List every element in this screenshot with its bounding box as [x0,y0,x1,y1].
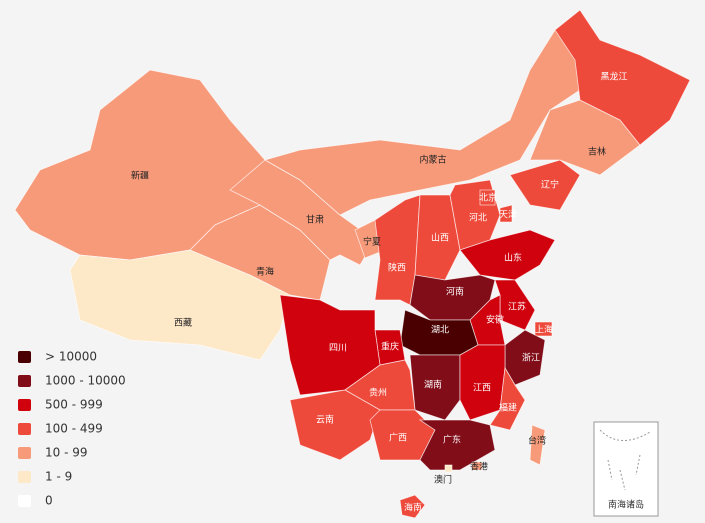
legend-label: 1 - 9 [45,470,72,484]
region-label: 云南 [316,414,334,426]
south-sea-inset: 南海诸岛 [593,421,659,517]
legend-label: > 10000 [45,350,97,364]
region-label: 海南 [404,502,422,514]
region-label: 宁夏 [363,236,381,248]
region [279,294,381,396]
legend-swatch [18,351,31,363]
region-label: 陕西 [388,262,406,274]
region [414,194,461,281]
region-label: 天津 [499,210,517,221]
region-label: 广西 [389,432,407,444]
legend-label: 100 - 499 [45,422,103,436]
region [529,424,546,466]
region-label: 江苏 [508,301,526,313]
region-label: 澳门 [434,474,452,486]
region [554,9,691,146]
region-label: 北京 [479,192,497,204]
legend: > 10000 1000 - 10000 500 - 999 100 - 499 10 … [18,350,126,508]
inset-label: 南海诸岛 [608,499,644,511]
region-label: 上海 [535,324,553,336]
region-label: 广东 [443,434,461,446]
region [489,366,526,431]
region [499,204,513,223]
region [534,321,553,337]
inset-frame [593,421,659,517]
legend-swatch [18,495,31,507]
region [471,461,483,471]
region-label: 吉林 [588,146,606,158]
regions [14,9,691,519]
region-label: 辽宁 [541,179,559,191]
region [399,494,426,519]
region-label: 河北 [469,212,487,224]
region-label: 安徽 [486,314,504,326]
legend-swatch [18,447,31,459]
region-label: 重庆 [381,341,399,353]
region-label: 河南 [446,286,464,298]
region-label: 青海 [256,266,274,278]
region-label: 山西 [431,233,449,244]
region-label: 湖北 [431,325,449,336]
region-label: 内蒙古 [419,154,446,166]
region-label: 江西 [473,383,491,394]
legend-label: 0 [45,494,53,508]
region-label: 福建 [499,402,517,414]
region-label: 甘肃 [306,214,324,226]
legend-label: 1000 - 10000 [45,374,126,388]
region [479,189,496,206]
region [289,389,381,461]
region-label: 浙江 [522,352,540,364]
region-label: 山东 [504,252,522,264]
region [459,229,556,281]
legend-swatch [18,471,31,483]
legend-label: 500 - 999 [45,398,103,412]
region-label: 黑龙江 [600,71,627,83]
legend-swatch [18,423,31,435]
region-label: 新疆 [131,170,149,182]
legend-swatch [18,375,31,387]
region-label: 四川 [329,344,347,354]
region-label: 贵州 [369,387,387,399]
region-label: 西藏 [174,317,192,329]
region-label: 湖南 [424,379,442,391]
region [444,464,453,473]
region-label: 香港 [470,461,488,473]
region [509,159,581,211]
inset-islands [599,429,651,491]
region [418,419,496,471]
legend-swatch [18,399,31,411]
legend-label: 10 - 99 [45,446,88,460]
region-label: 台湾 [528,435,546,447]
